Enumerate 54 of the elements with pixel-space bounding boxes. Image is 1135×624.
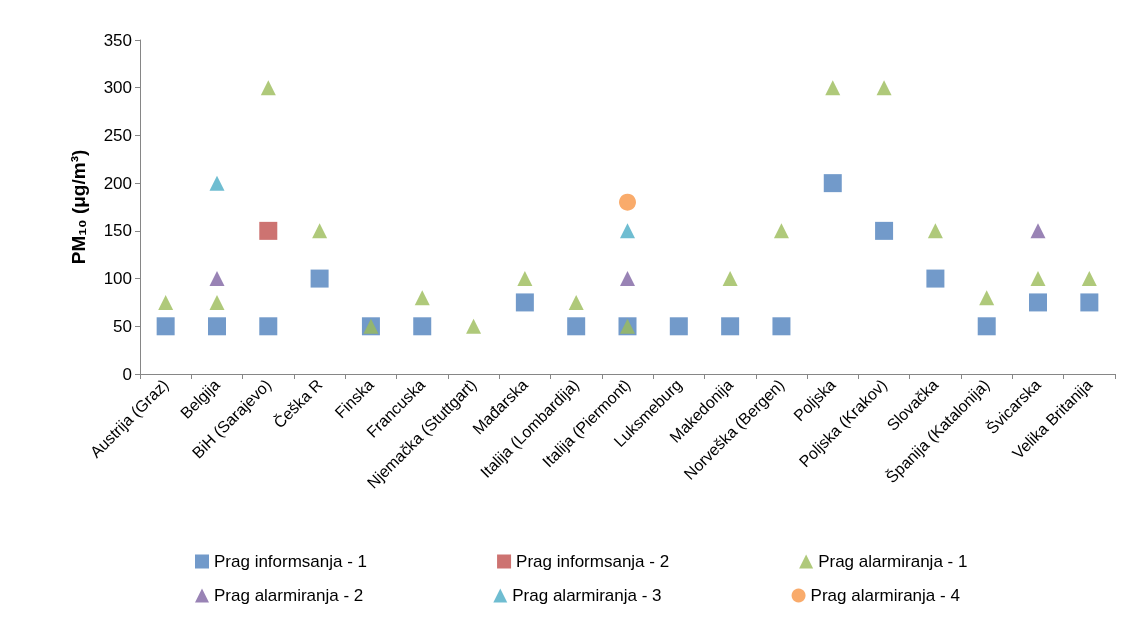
point <box>517 271 533 287</box>
legend-label: Prag alarmiranja - 2 <box>214 586 364 605</box>
point <box>927 223 943 239</box>
legend-label: Prag informsanja - 1 <box>214 552 368 571</box>
legend-label: Prag alarmiranja - 4 <box>810 586 960 605</box>
point <box>158 294 174 310</box>
point <box>207 317 226 336</box>
point <box>979 290 995 306</box>
point <box>312 223 328 239</box>
y-tick-label: 100 <box>103 269 132 289</box>
y-tick-label: 150 <box>103 221 132 241</box>
point <box>876 80 892 96</box>
point <box>260 80 276 96</box>
point <box>722 271 738 287</box>
y-tick-label: 200 <box>103 173 132 193</box>
point <box>413 317 432 336</box>
point <box>568 294 584 310</box>
point <box>259 317 278 336</box>
point <box>1030 271 1046 287</box>
point <box>772 317 791 336</box>
point <box>620 223 635 239</box>
point <box>156 317 175 336</box>
point <box>977 317 996 336</box>
point <box>825 80 841 96</box>
point <box>773 223 789 239</box>
point <box>1080 293 1099 312</box>
point <box>669 317 688 336</box>
y-tick-label: 50 <box>113 316 132 336</box>
point <box>619 193 636 211</box>
point <box>515 293 534 312</box>
y-tick-label: 0 <box>122 364 132 384</box>
point <box>209 271 225 287</box>
legend-label: Prag informsanja - 2 <box>516 552 670 571</box>
point <box>414 290 430 306</box>
y-tick-label: 350 <box>103 30 132 50</box>
legend-label: Prag alarmiranja - 1 <box>818 552 968 571</box>
point <box>875 221 894 240</box>
point <box>310 269 329 288</box>
point <box>466 318 482 334</box>
point <box>259 221 278 240</box>
point <box>209 294 225 310</box>
y-tick-label: 250 <box>103 125 132 145</box>
point <box>1029 293 1048 312</box>
y-axis-title: PM₁₀ (μg/m³) <box>68 149 89 265</box>
point <box>721 317 740 336</box>
point <box>926 269 945 288</box>
point <box>1030 223 1046 239</box>
point <box>567 317 586 336</box>
point <box>1081 271 1097 287</box>
point <box>620 271 635 287</box>
legend-label: Prag alarmiranja - 3 <box>512 586 662 605</box>
point <box>209 175 225 191</box>
point <box>823 174 842 193</box>
y-tick-label: 300 <box>103 78 132 98</box>
